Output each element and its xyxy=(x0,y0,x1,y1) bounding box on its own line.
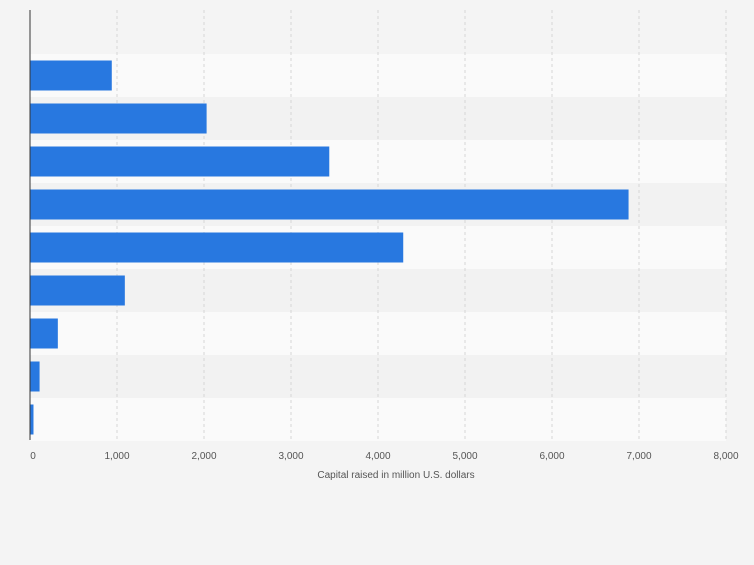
x-axis-tick-labels: 0 1,000 2,000 3,000 4,000 5,000 6,000 7,000 8,00… xyxy=(30,451,739,462)
x-tick-label: 0 xyxy=(30,451,36,462)
x-tick-label: 6,000 xyxy=(539,451,564,462)
x-tick-label: 7,000 xyxy=(626,451,651,462)
x-tick-label: 5,000 xyxy=(452,451,477,462)
bar xyxy=(30,361,40,392)
x-tick-label: 3,000 xyxy=(278,451,303,462)
bar xyxy=(30,275,125,306)
bar xyxy=(30,146,330,177)
bar xyxy=(30,318,58,349)
bar xyxy=(30,189,629,220)
bar xyxy=(30,60,112,91)
bar xyxy=(30,103,207,134)
x-tick-label: 4,000 xyxy=(365,451,390,462)
x-tick-label: 2,000 xyxy=(191,451,216,462)
bar xyxy=(30,232,404,263)
x-tick-label: 8,000 xyxy=(713,451,738,462)
bar xyxy=(30,404,34,435)
x-tick-label: 1,000 xyxy=(104,451,129,462)
bars xyxy=(30,60,629,435)
x-axis-title: Capital raised in million U.S. dollars xyxy=(317,470,474,481)
